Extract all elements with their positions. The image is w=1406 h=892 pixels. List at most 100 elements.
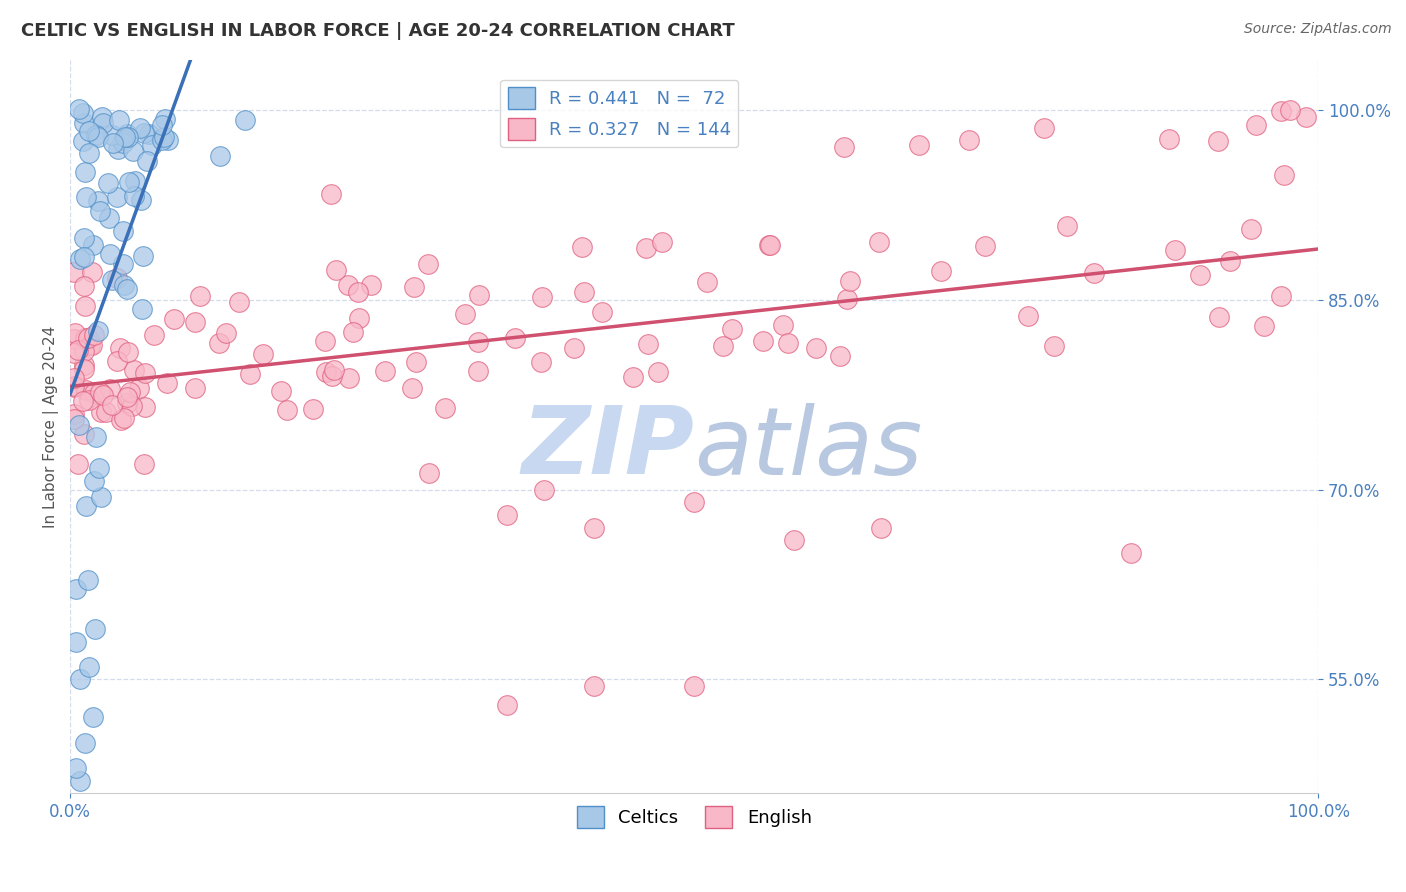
Point bbox=[1042, 338, 1064, 352]
Point bbox=[89, 203, 111, 218]
Point bbox=[467, 335, 489, 350]
Point bbox=[1056, 219, 1078, 234]
Point bbox=[118, 175, 141, 189]
Point bbox=[63, 407, 86, 421]
Point bbox=[1219, 254, 1241, 268]
Point bbox=[233, 113, 256, 128]
Point bbox=[208, 335, 231, 350]
Point bbox=[1240, 221, 1263, 235]
Point bbox=[97, 176, 120, 190]
Point bbox=[98, 246, 121, 260]
Point bbox=[337, 370, 360, 384]
Point bbox=[124, 174, 146, 188]
Point bbox=[84, 430, 107, 444]
Text: ZIP: ZIP bbox=[522, 402, 695, 494]
Point bbox=[315, 365, 337, 379]
Point bbox=[108, 341, 131, 355]
Point bbox=[405, 355, 427, 369]
Point bbox=[636, 241, 658, 255]
Point bbox=[838, 274, 860, 288]
Point bbox=[870, 521, 893, 535]
Point bbox=[828, 349, 851, 363]
Point bbox=[63, 345, 86, 359]
Point bbox=[75, 736, 97, 750]
Point bbox=[98, 382, 121, 396]
Point bbox=[69, 673, 91, 687]
Point bbox=[454, 307, 477, 321]
Point bbox=[115, 396, 138, 410]
Point bbox=[1270, 289, 1292, 303]
Point bbox=[835, 292, 858, 306]
Point bbox=[401, 381, 423, 395]
Point bbox=[63, 380, 86, 394]
Point bbox=[66, 458, 89, 472]
Point bbox=[416, 257, 439, 271]
Point bbox=[115, 390, 138, 404]
Point bbox=[228, 294, 250, 309]
Point bbox=[121, 399, 143, 413]
Point bbox=[112, 133, 135, 147]
Point bbox=[402, 279, 425, 293]
Point bbox=[156, 133, 179, 147]
Point bbox=[347, 285, 370, 299]
Point bbox=[496, 698, 519, 712]
Point bbox=[276, 402, 298, 417]
Point bbox=[97, 211, 120, 226]
Point bbox=[571, 240, 593, 254]
Point bbox=[711, 339, 734, 353]
Point bbox=[778, 336, 800, 351]
Point bbox=[93, 116, 115, 130]
Point bbox=[239, 368, 262, 382]
Point bbox=[150, 118, 173, 132]
Point bbox=[77, 660, 100, 674]
Point bbox=[931, 264, 953, 278]
Point bbox=[319, 186, 342, 201]
Point bbox=[63, 379, 86, 393]
Point bbox=[79, 146, 101, 161]
Point bbox=[908, 138, 931, 153]
Point bbox=[374, 364, 396, 378]
Point bbox=[111, 224, 134, 238]
Point bbox=[107, 142, 129, 156]
Point bbox=[79, 393, 101, 408]
Point bbox=[84, 622, 107, 636]
Point bbox=[131, 301, 153, 316]
Point bbox=[90, 490, 112, 504]
Point bbox=[134, 126, 156, 140]
Point bbox=[75, 499, 97, 513]
Point bbox=[122, 362, 145, 376]
Point bbox=[82, 238, 104, 252]
Point bbox=[72, 106, 94, 120]
Point bbox=[496, 508, 519, 522]
Point bbox=[868, 235, 890, 249]
Point bbox=[503, 331, 526, 345]
Point bbox=[832, 140, 855, 154]
Point bbox=[105, 270, 128, 285]
Point bbox=[90, 110, 112, 124]
Point bbox=[86, 324, 108, 338]
Point bbox=[134, 458, 156, 472]
Point bbox=[63, 332, 86, 346]
Point bbox=[468, 288, 491, 302]
Point bbox=[77, 573, 100, 587]
Point bbox=[208, 148, 231, 162]
Point bbox=[1253, 318, 1275, 333]
Point bbox=[683, 495, 706, 509]
Point bbox=[1032, 121, 1054, 136]
Point bbox=[467, 364, 489, 378]
Point bbox=[63, 371, 86, 385]
Point bbox=[128, 381, 150, 395]
Point bbox=[434, 401, 457, 416]
Point bbox=[80, 265, 103, 279]
Point bbox=[162, 312, 184, 326]
Point bbox=[73, 358, 96, 372]
Point bbox=[114, 130, 136, 145]
Point bbox=[533, 483, 555, 497]
Point bbox=[1272, 169, 1295, 183]
Point bbox=[621, 369, 644, 384]
Point bbox=[325, 262, 347, 277]
Point bbox=[72, 134, 94, 148]
Point bbox=[73, 362, 96, 376]
Point bbox=[418, 466, 440, 480]
Point bbox=[1083, 266, 1105, 280]
